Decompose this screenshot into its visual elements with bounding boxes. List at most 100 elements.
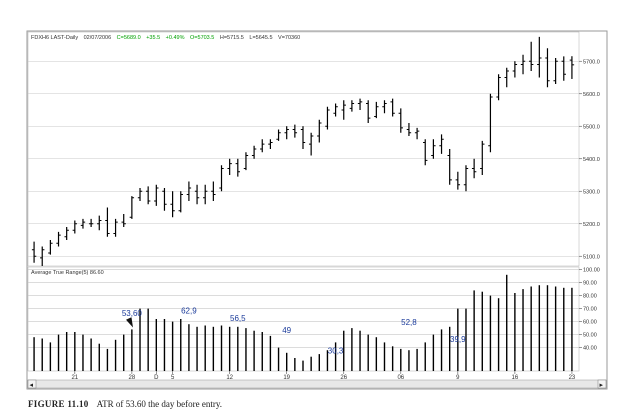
- header-change-pct: +0.49%: [166, 35, 185, 41]
- ohlc-bar: [170, 191, 175, 218]
- ohlc-bar: [284, 126, 289, 140]
- atr-annotation: 39,9: [450, 335, 466, 344]
- ohlc-bar: [268, 139, 273, 149]
- figure-caption-text: ATR of 53.60 the day before entry.: [96, 399, 222, 409]
- header-close: C=5689.0: [117, 35, 141, 41]
- ohlc-bar: [88, 218, 94, 227]
- ohlc-bar: [276, 129, 281, 141]
- atr-annotation: 49: [282, 326, 291, 335]
- atr-annotation: 53,60: [122, 309, 143, 318]
- price-y-tick-label: 5300.0: [583, 189, 600, 195]
- ohlc-bar: [414, 127, 420, 140]
- entry-arrow-icon: [126, 317, 133, 328]
- ohlc-bar: [121, 214, 126, 227]
- x-tick-label: 16: [512, 375, 519, 381]
- atr-y-tick-label: 100.00: [583, 268, 600, 274]
- ohlc-bar: [48, 240, 53, 255]
- x-tick-label: 21: [71, 375, 78, 381]
- ohlc-bar: [317, 119, 322, 143]
- x-tick-label: 9: [456, 375, 460, 381]
- ohlc-bar: [211, 181, 216, 201]
- ohlc-bar: [406, 123, 412, 136]
- ohlc-bar: [496, 74, 501, 101]
- x-tick-label: D: [154, 375, 159, 381]
- header-volume: V=70360: [278, 35, 300, 41]
- atr-y-tick-label: 50.00: [583, 333, 597, 339]
- x-tick-label: 12: [226, 375, 233, 381]
- ohlc-bar: [80, 218, 86, 229]
- atr-annotation: 30,3: [328, 347, 344, 356]
- ohlc-bar: [382, 100, 387, 114]
- ohlc-bar: [56, 231, 61, 247]
- ohlc-bar: [390, 98, 395, 117]
- scroll-right-button[interactable]: [597, 379, 607, 389]
- ohlc-bar: [129, 196, 135, 219]
- price-y-tick-label: 5100.0: [583, 254, 600, 260]
- ohlc-bar: [113, 218, 118, 237]
- ohlc-bar: [325, 106, 330, 130]
- price-y-tick-label: 5200.0: [583, 222, 600, 228]
- horizontal-scrollbar[interactable]: ◂ ▸: [27, 379, 607, 389]
- ohlc-bar: [488, 93, 493, 153]
- x-axis: 2128D5121926069162330F6: [71, 371, 576, 381]
- atr-title: Average True Range(5) 86.60: [31, 270, 104, 276]
- atr-y-tick-label: 40.00: [583, 346, 597, 352]
- ohlc-bar: [471, 158, 477, 179]
- ohlc-bar: [537, 36, 542, 78]
- ohlc-bar: [365, 100, 371, 123]
- ohlc-bar: [203, 184, 208, 205]
- ohlc-bar: [178, 191, 183, 213]
- ohlc-bar: [349, 100, 355, 112]
- price-y-tick-label: 5500.0: [583, 124, 600, 130]
- price-bars: [31, 36, 575, 266]
- ohlc-bar: [545, 48, 550, 88]
- header-low: L=5645.5: [249, 35, 272, 41]
- ohlc-bar: [235, 158, 241, 177]
- atr-y-tick-label: 70.00: [583, 307, 597, 313]
- scrollbar-track[interactable]: [27, 379, 607, 389]
- ohlc-bar: [398, 108, 403, 133]
- ohlc-bar: [145, 186, 151, 205]
- ohlc-bar: [64, 227, 69, 240]
- ohlc-bar: [31, 241, 37, 263]
- ohlc-bar: [300, 126, 306, 149]
- ohlc-bar: [520, 54, 526, 75]
- ohlc-bar: [194, 184, 200, 205]
- atr-y-axis: 100.00 90.00 80.00 70.00 60.00 50.00 40.00: [579, 268, 600, 352]
- x-tick-label: 26: [340, 375, 347, 381]
- header-symbol: FDXH6 LAST-Daily 02/07/2006 C=5689.0 +35…: [31, 35, 300, 41]
- figure-number: FIGURE 11.10: [28, 399, 89, 409]
- atr-bars: [33, 274, 573, 371]
- ohlc-bar: [357, 98, 363, 110]
- ohlc-bar: [561, 56, 566, 81]
- scroll-right-arrow-icon: ▸: [600, 381, 604, 389]
- atr-annotations: 53,60 62,9 56,5 49 30,3 52,8 39,9: [122, 306, 466, 355]
- ohlc-bar: [243, 152, 249, 171]
- figure-caption: FIGURE 11.10 ATR of 53.60 the day before …: [28, 399, 222, 409]
- header-open: O=5703.5: [190, 35, 214, 41]
- ohlc-bar: [431, 139, 436, 159]
- x-tick-label: 19: [283, 375, 290, 381]
- scroll-left-button[interactable]: [27, 379, 37, 389]
- header-date: 02/07/2006: [84, 35, 112, 41]
- atr-y-tick-label: 80.00: [583, 294, 597, 300]
- ohlc-bar: [72, 220, 78, 234]
- ohlc-bar: [308, 132, 314, 156]
- price-y-tick-label: 5700.0: [583, 59, 600, 65]
- ohlc-bar: [447, 149, 452, 185]
- ohlc-bar: [260, 139, 265, 153]
- header-high: H=5715.5: [220, 35, 244, 41]
- ohlc-bar: [162, 188, 167, 211]
- ohlc-bar: [154, 184, 159, 206]
- ohlc-bar: [374, 101, 379, 119]
- atr-y-tick-label: 60.00: [583, 320, 597, 326]
- ohlc-bar: [553, 58, 558, 84]
- atr-y-tick-label: 90.00: [583, 281, 597, 287]
- ohlc-bar: [186, 181, 192, 201]
- ohlc-bar: [333, 103, 338, 117]
- ohlc-bar: [40, 246, 45, 266]
- x-tick-label: 06: [397, 375, 404, 381]
- scroll-left-arrow-icon: ◂: [30, 381, 34, 389]
- ohlc-bar: [512, 61, 518, 78]
- price-y-tick-label: 5400.0: [583, 157, 600, 163]
